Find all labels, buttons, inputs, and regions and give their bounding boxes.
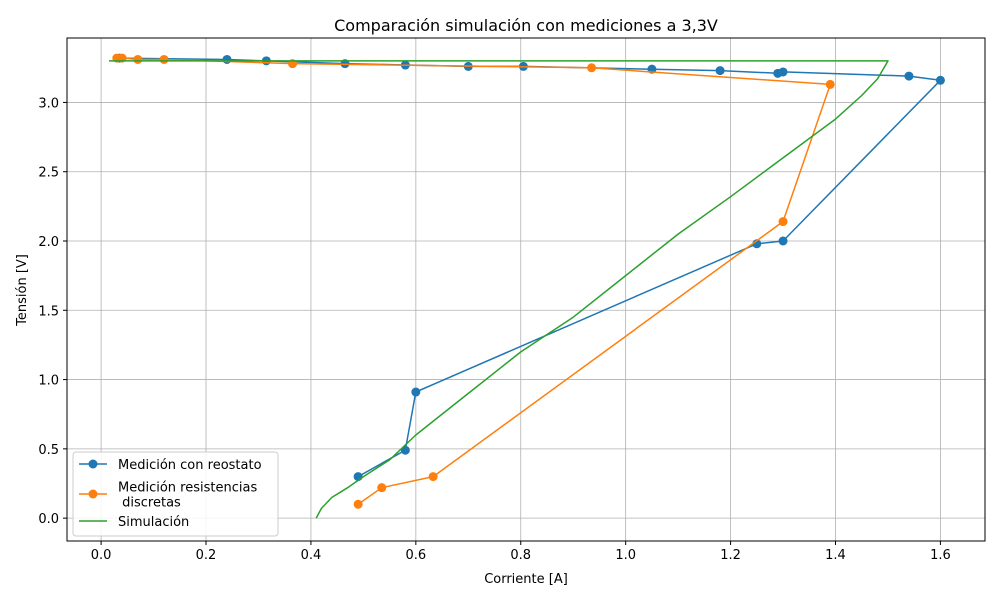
series-line <box>109 60 889 519</box>
data-point <box>377 483 387 493</box>
series-line <box>119 57 942 478</box>
data-point <box>133 54 143 64</box>
data-point <box>428 472 438 482</box>
data-point <box>353 499 363 509</box>
x-tick-label: 0.8 <box>510 548 531 563</box>
legend-swatch-marker <box>88 489 98 499</box>
y-axis: 0.0 0.5 1.0 1.5 2.0 2.5 3.0 <box>38 96 67 527</box>
legend-label: Simulación <box>118 515 189 530</box>
legend: Medición con reostato Medición resistenci… <box>72 451 279 537</box>
data-point <box>904 71 914 81</box>
x-axis: 0.0 0.2 0.4 0.6 0.8 1.0 1.2 1.4 1.6 <box>91 541 951 563</box>
data-point <box>778 217 788 227</box>
chart-title: Comparación simulación con mediciones a … <box>334 16 718 35</box>
data-point <box>222 54 232 64</box>
x-axis-label: Corriente [A] <box>484 572 568 587</box>
x-tick-label: 1.6 <box>930 548 951 563</box>
y-tick-label: 1.5 <box>38 304 59 319</box>
legend-label: Medición con reostato <box>118 458 262 473</box>
series-2 <box>112 53 835 509</box>
data-point <box>411 387 421 397</box>
y-tick-label: 1.0 <box>38 374 59 389</box>
series-3 <box>109 60 889 519</box>
legend-label: Medición resistencias discretas <box>118 481 257 511</box>
x-tick-label: 1.2 <box>720 548 741 563</box>
y-tick-label: 0.0 <box>38 512 59 527</box>
data-point <box>715 66 725 76</box>
y-tick-label: 2.0 <box>38 235 59 250</box>
data-point <box>773 68 783 78</box>
x-tick-label: 0.2 <box>196 548 217 563</box>
x-tick-label: 0.4 <box>301 548 322 563</box>
legend-box <box>72 451 279 537</box>
data-point <box>778 236 788 246</box>
data-point <box>587 63 597 73</box>
x-tick-label: 1.4 <box>825 548 846 563</box>
y-tick-label: 0.5 <box>38 443 59 458</box>
data-point <box>935 75 945 85</box>
data-point <box>159 54 169 64</box>
x-tick-label: 1.0 <box>615 548 636 563</box>
plot-frame <box>66 37 986 542</box>
grid <box>67 38 985 541</box>
y-axis-label: Tensión [V] <box>15 254 30 327</box>
y-tick-label: 2.5 <box>38 166 59 181</box>
legend-swatch-marker <box>88 459 98 469</box>
x-tick-label: 0.6 <box>405 548 426 563</box>
series-layer <box>109 53 945 519</box>
data-point <box>825 79 835 89</box>
x-tick-label: 0.0 <box>91 548 112 563</box>
y-tick-label: 3.0 <box>38 96 59 111</box>
